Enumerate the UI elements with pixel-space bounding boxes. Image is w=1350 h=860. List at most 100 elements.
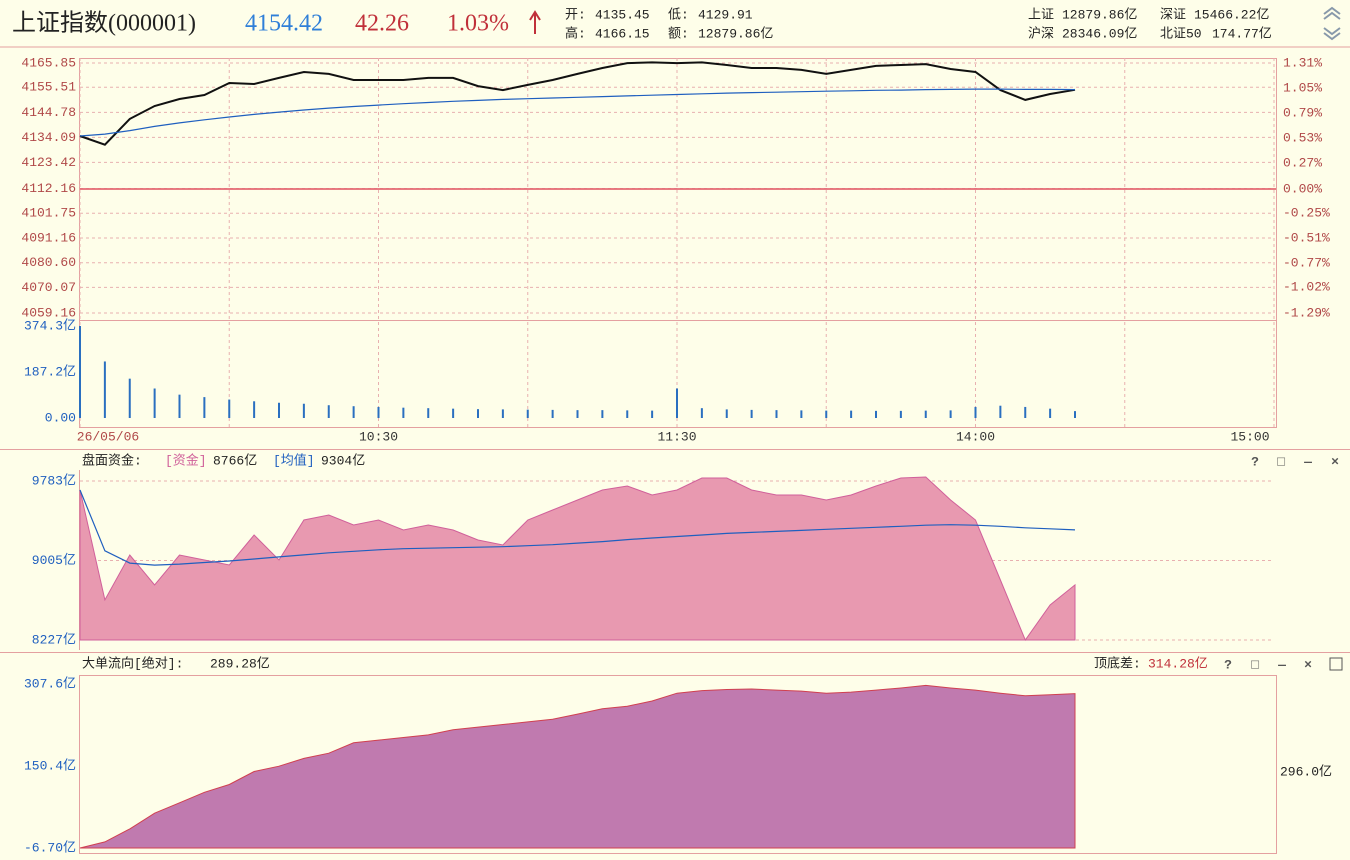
y-tick-label: 187.2亿 bbox=[24, 364, 76, 379]
market-value: 28346.09亿 bbox=[1062, 26, 1137, 41]
panel-control[interactable]: □ bbox=[1251, 657, 1259, 672]
y2-tick-label: -0.51% bbox=[1283, 230, 1330, 245]
y2-tick-label: 1.05% bbox=[1283, 80, 1322, 95]
scroll-buttons[interactable] bbox=[1323, 6, 1341, 41]
index-name: 上证指数(000001) bbox=[12, 10, 196, 37]
stat-label: 低: bbox=[668, 7, 689, 22]
volume-bar bbox=[551, 409, 554, 418]
price-frame bbox=[79, 58, 1277, 428]
panel-title: 大单流向[绝对]: bbox=[82, 655, 183, 671]
stat-label: 额: bbox=[668, 26, 689, 41]
y-tick-label: 374.3亿 bbox=[24, 318, 76, 333]
volume-bar bbox=[427, 408, 430, 418]
y-tick-label: 4112.16 bbox=[21, 181, 76, 196]
y-tick-label: 307.6亿 bbox=[24, 676, 76, 691]
volume-bar bbox=[725, 409, 728, 418]
volume-bar bbox=[974, 406, 977, 418]
index-percent: 1.03% bbox=[447, 11, 509, 37]
y-tick-label: 0.00 bbox=[45, 410, 76, 425]
volume-bar bbox=[775, 410, 778, 418]
panel-control[interactable]: × bbox=[1331, 454, 1339, 469]
volume-bar bbox=[103, 361, 106, 418]
stat-value: 12879.86亿 bbox=[698, 26, 773, 41]
x-tick-label: 15:00 bbox=[1230, 429, 1269, 444]
stat-label: 高: bbox=[565, 25, 586, 41]
volume-bar bbox=[128, 378, 131, 418]
price-line bbox=[79, 88, 1076, 137]
volume-bar bbox=[501, 409, 504, 418]
volume-bar bbox=[402, 407, 405, 418]
y2-tick-label: -1.29% bbox=[1283, 305, 1330, 320]
y2-tick-label: -1.02% bbox=[1283, 279, 1330, 294]
volume-bar bbox=[178, 394, 181, 418]
stat-value: 4129.91 bbox=[698, 7, 753, 22]
y2-tick-label: 0.27% bbox=[1283, 155, 1322, 170]
x-tick-label: 11:30 bbox=[657, 429, 696, 444]
volume-bar bbox=[875, 410, 877, 418]
panel-value: 289.28亿 bbox=[210, 656, 270, 671]
stat-value: 4166.15 bbox=[595, 26, 650, 41]
y-tick-label: 4070.07 bbox=[21, 280, 76, 295]
volume-bar bbox=[1049, 408, 1052, 418]
volume-bar bbox=[278, 402, 280, 418]
panel-control[interactable]: — bbox=[1277, 657, 1286, 672]
volume-bar bbox=[377, 406, 380, 418]
panel-title: 盘面资金: bbox=[82, 452, 142, 468]
volume-bar bbox=[452, 408, 455, 418]
volume-bar bbox=[1074, 411, 1076, 418]
legend-value: 8766亿 bbox=[213, 453, 257, 468]
y-tick-label: 4165.85 bbox=[21, 55, 76, 70]
panel-control[interactable]: □ bbox=[1277, 454, 1285, 469]
x-tick-label: 10:30 bbox=[359, 429, 398, 444]
volume-bar bbox=[327, 405, 330, 418]
volume-bar bbox=[352, 406, 355, 418]
volume-bar bbox=[79, 326, 81, 418]
market-label: 沪深 bbox=[1028, 25, 1054, 41]
restore-button[interactable] bbox=[1329, 657, 1343, 671]
y-tick-label: 4134.09 bbox=[21, 130, 76, 145]
volume-bar bbox=[601, 410, 604, 418]
volume-bar bbox=[651, 410, 654, 418]
order-frame bbox=[79, 675, 1277, 854]
market-value: 12879.86亿 bbox=[1062, 7, 1137, 22]
panel-control[interactable]: × bbox=[1304, 657, 1312, 672]
y-tick-label: 4080.60 bbox=[21, 255, 76, 270]
panel-control[interactable]: ? bbox=[1224, 657, 1232, 672]
price-line bbox=[79, 61, 1076, 146]
panel-control[interactable]: ? bbox=[1251, 454, 1259, 469]
volume-bar bbox=[825, 410, 828, 418]
y-tick-label: 4059.16 bbox=[21, 305, 76, 320]
y-tick-label: 4091.16 bbox=[21, 230, 76, 245]
volume-bar bbox=[626, 410, 629, 418]
y-tick-label: 4123.42 bbox=[21, 155, 76, 170]
legend-name: [均值] bbox=[273, 452, 315, 468]
volume-bar bbox=[153, 388, 156, 418]
y-tick-label: 4144.78 bbox=[21, 105, 76, 120]
x-tick-label: 14:00 bbox=[956, 429, 995, 444]
volume-bar bbox=[924, 410, 927, 418]
volume-bar bbox=[750, 409, 753, 418]
volume-bar bbox=[477, 409, 479, 418]
y-tick-label: 4101.75 bbox=[21, 206, 76, 221]
market-value: 174.77亿 bbox=[1212, 26, 1272, 41]
volume-bar bbox=[253, 401, 256, 418]
stat-label: 开: bbox=[565, 7, 586, 22]
volume-bar bbox=[949, 410, 952, 418]
x-tick-label: 26/05/06 bbox=[77, 429, 139, 444]
volume-bar bbox=[850, 410, 853, 418]
market-value: 15466.22亿 bbox=[1194, 7, 1269, 22]
range-label: 顶底差: bbox=[1094, 655, 1141, 671]
volume-bar bbox=[228, 399, 231, 418]
index-change: 42.26 bbox=[355, 11, 409, 37]
y2-tick-label: 1.31% bbox=[1283, 55, 1322, 70]
volume-bar bbox=[899, 410, 902, 418]
y2-tick-label: 0.00% bbox=[1283, 181, 1322, 196]
y-tick-label: 9783亿 bbox=[32, 473, 76, 488]
panel-control[interactable]: — bbox=[1303, 454, 1312, 469]
y-tick-label: 8227亿 bbox=[32, 632, 76, 647]
average-line bbox=[79, 489, 1076, 566]
y2-tick-label: -0.77% bbox=[1283, 255, 1330, 270]
y-tick-label: 9005亿 bbox=[32, 553, 76, 568]
market-label: 北证50 bbox=[1160, 26, 1202, 41]
